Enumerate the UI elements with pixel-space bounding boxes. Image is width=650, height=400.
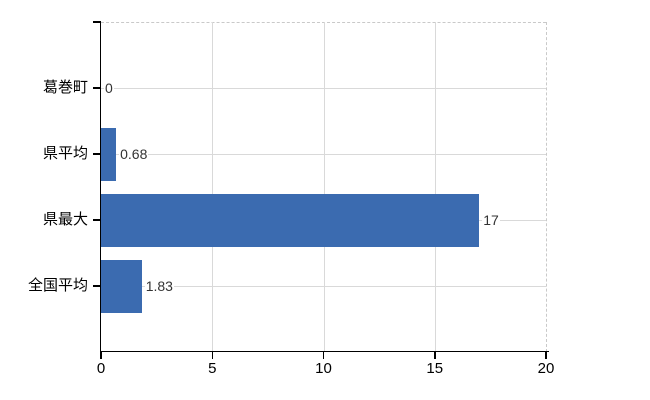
x-axis-tick (100, 352, 102, 359)
value-label: 17 (482, 211, 500, 229)
y-gridline (101, 285, 546, 287)
x-tick-label: 10 (315, 360, 332, 377)
y-axis-tick (93, 153, 101, 155)
x-gridline (212, 22, 214, 352)
value-label: 0 (104, 79, 114, 97)
x-gridline (434, 22, 436, 352)
x-tick-label: 5 (208, 360, 217, 377)
value-label: 0.68 (119, 145, 149, 163)
y-axis-tick (93, 285, 101, 287)
y-axis (99, 22, 101, 352)
y-axis-tick (93, 219, 101, 221)
category-label: 葛巻町 (42, 79, 88, 96)
value-label: 1.83 (144, 277, 174, 295)
y-gridline (101, 153, 546, 155)
x-axis-tick (211, 352, 213, 359)
y-axis-top-tick (93, 21, 101, 23)
category-label: 全国平均 (27, 277, 88, 294)
x-tick-label: 20 (537, 360, 555, 377)
bar (101, 194, 480, 247)
y-axis-tick (93, 87, 101, 89)
x-axis (99, 350, 549, 352)
x-axis-tick (545, 352, 547, 359)
plot-right-border (546, 22, 547, 352)
x-tick-label: 15 (426, 360, 444, 377)
x-axis-tick (434, 352, 436, 359)
x-gridline (323, 22, 325, 352)
x-axis-tick (322, 352, 325, 359)
category-label: 県最大 (42, 211, 88, 228)
category-label: 県平均 (42, 145, 88, 162)
bar (101, 128, 117, 181)
y-gridline (101, 87, 546, 89)
bar (101, 260, 142, 313)
x-tick-label: 0 (96, 360, 106, 377)
